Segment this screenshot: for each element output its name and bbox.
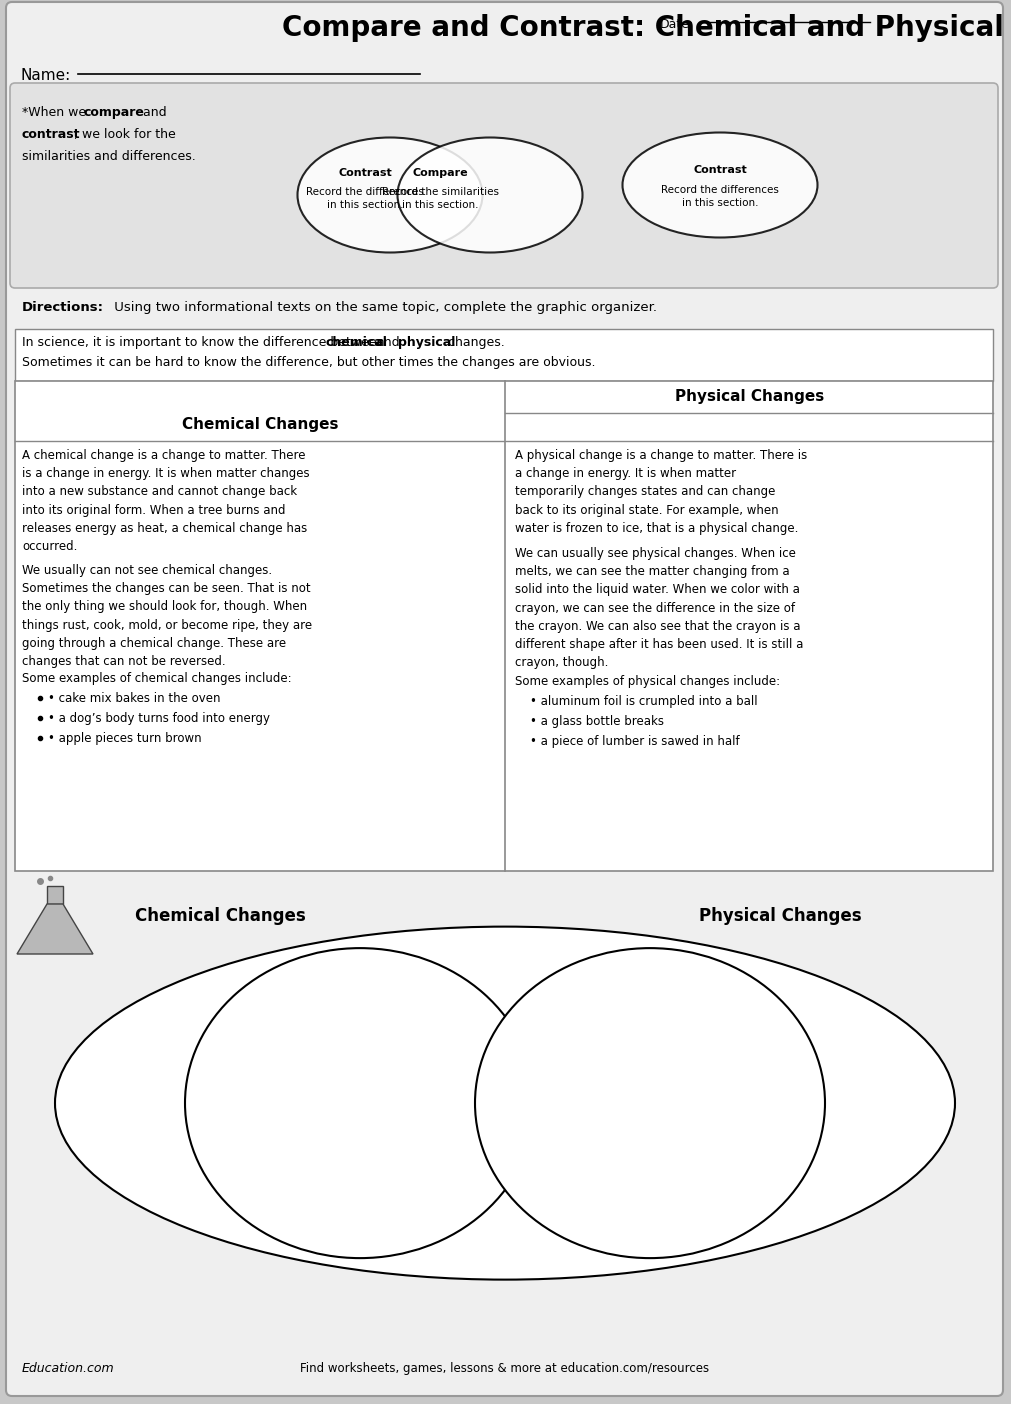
- Text: • cake mix bakes in the oven: • cake mix bakes in the oven: [48, 692, 220, 705]
- Text: compare: compare: [84, 105, 145, 119]
- Text: Physical Changes: Physical Changes: [699, 907, 861, 925]
- Text: Directions:: Directions:: [22, 300, 104, 314]
- Text: Using two informational texts on the same topic, complete the graphic organizer.: Using two informational texts on the sam…: [110, 300, 657, 314]
- Text: We usually can not see chemical changes.
Sometimes the changes can be seen. That: We usually can not see chemical changes.…: [22, 564, 312, 668]
- Text: , we look for the: , we look for the: [74, 128, 176, 140]
- Ellipse shape: [297, 138, 482, 253]
- Ellipse shape: [475, 948, 825, 1258]
- Ellipse shape: [397, 138, 582, 253]
- Text: and: and: [139, 105, 167, 119]
- Text: changes.: changes.: [445, 336, 506, 350]
- Text: Physical Changes: Physical Changes: [675, 389, 825, 404]
- Text: Compare and Contrast: Chemical and Physical Changes: Compare and Contrast: Chemical and Physi…: [282, 14, 1011, 42]
- Text: Name:: Name:: [20, 67, 70, 83]
- Ellipse shape: [55, 927, 955, 1279]
- Text: Some examples of chemical changes include:: Some examples of chemical changes includ…: [22, 673, 291, 685]
- Text: Education.com: Education.com: [22, 1362, 114, 1375]
- Text: physical: physical: [398, 336, 455, 350]
- Ellipse shape: [623, 132, 818, 237]
- FancyBboxPatch shape: [15, 380, 993, 870]
- Text: Some examples of physical changes include:: Some examples of physical changes includ…: [515, 675, 780, 688]
- Text: Find worksheets, games, lessons & more at education.com/resources: Find worksheets, games, lessons & more a…: [300, 1362, 710, 1375]
- Text: Chemical Changes: Chemical Changes: [134, 907, 305, 925]
- Polygon shape: [47, 886, 63, 904]
- FancyBboxPatch shape: [6, 1, 1003, 1396]
- Text: chemical: chemical: [326, 336, 388, 350]
- Text: We can usually see physical changes. When ice
melts, we can see the matter chang: We can usually see physical changes. Whe…: [515, 548, 804, 670]
- Text: Record the similarities
in this section.: Record the similarities in this section.: [381, 187, 498, 211]
- Text: contrast: contrast: [22, 128, 81, 140]
- Text: similarities and differences.: similarities and differences.: [22, 150, 196, 163]
- Text: A chemical change is a change to matter. There
is a change in energy. It is when: A chemical change is a change to matter.…: [22, 449, 309, 553]
- Text: Contrast: Contrast: [694, 166, 747, 176]
- Text: Compare: Compare: [412, 168, 468, 178]
- Ellipse shape: [185, 948, 535, 1258]
- Text: Chemical Changes: Chemical Changes: [182, 417, 339, 432]
- Text: • apple pieces turn brown: • apple pieces turn brown: [48, 731, 201, 746]
- Text: Date:: Date:: [660, 18, 695, 31]
- Text: • a piece of lumber is sawed in half: • a piece of lumber is sawed in half: [530, 736, 740, 748]
- Text: • aluminum foil is crumpled into a ball: • aluminum foil is crumpled into a ball: [530, 695, 757, 708]
- Text: Contrast: Contrast: [338, 168, 392, 178]
- Text: In science, it is important to know the difference between: In science, it is important to know the …: [22, 336, 388, 350]
- Text: Record the differences
in this section.: Record the differences in this section.: [306, 187, 424, 211]
- Polygon shape: [17, 904, 93, 953]
- FancyBboxPatch shape: [15, 329, 993, 380]
- Text: • a glass bottle breaks: • a glass bottle breaks: [530, 715, 664, 729]
- Text: Sometimes it can be hard to know the difference, but other times the changes are: Sometimes it can be hard to know the dif…: [22, 357, 595, 369]
- Text: • a dog’s body turns food into energy: • a dog’s body turns food into energy: [48, 712, 270, 724]
- Text: A physical change is a change to matter. There is
a change in energy. It is when: A physical change is a change to matter.…: [515, 449, 807, 535]
- Text: *When we: *When we: [22, 105, 90, 119]
- FancyBboxPatch shape: [10, 83, 998, 288]
- Text: Record the differences
in this section.: Record the differences in this section.: [661, 185, 778, 208]
- Text: and: and: [372, 336, 403, 350]
